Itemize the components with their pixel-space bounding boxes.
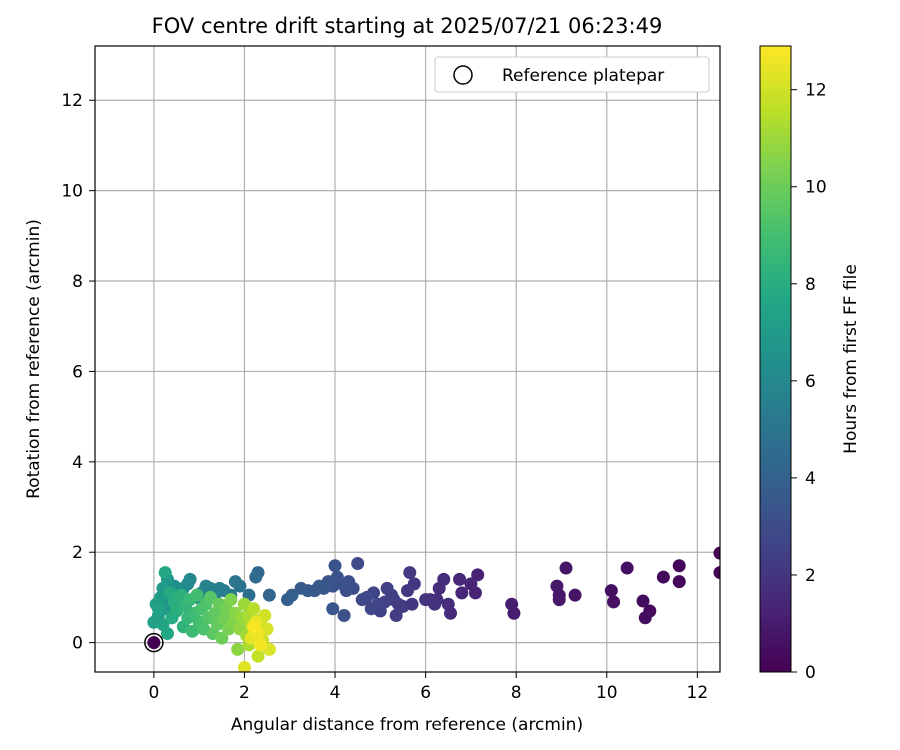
x-tick-label: 2 (239, 683, 250, 703)
data-point (237, 660, 251, 672)
y-tick-label: 8 (72, 272, 83, 292)
x-tick-label: 12 (687, 683, 709, 703)
data-point (464, 577, 478, 591)
colorbar-tick-label: 12 (805, 81, 827, 101)
data-point (389, 609, 403, 623)
colorbar-tick-label: 2 (805, 566, 816, 586)
data-point (328, 559, 342, 573)
data-point (355, 593, 369, 607)
data-point (224, 593, 238, 607)
data-point (249, 570, 263, 584)
data-point (294, 581, 308, 595)
data-point (247, 620, 261, 634)
data-point (190, 588, 204, 602)
colorbar-tick-label: 0 (805, 663, 816, 683)
plot-frame (94, 45, 721, 673)
data-point (638, 611, 652, 625)
x-tick-label: 10 (596, 683, 618, 703)
data-point (262, 588, 276, 602)
legend-entry-reference: Reference platepar (502, 66, 664, 86)
reference-marker (144, 632, 164, 653)
x-axis-ticks: 0 2 4 6 8 10 12 (148, 672, 708, 703)
data-point (441, 597, 455, 611)
y-tick-label: 4 (72, 453, 83, 473)
data-point (151, 602, 165, 616)
data-point (607, 595, 621, 609)
data-point (364, 602, 378, 616)
data-point (160, 627, 174, 641)
data-point (351, 557, 365, 571)
colorbar-tick-label: 6 (805, 372, 816, 392)
y-axis-ticks: 0 2 4 6 8 10 12 (61, 91, 95, 654)
x-tick-label: 0 (148, 683, 159, 703)
colorbar-tick-label: 10 (805, 178, 827, 198)
reference-point-fill (147, 636, 161, 650)
x-tick-label: 4 (330, 683, 341, 703)
colorbar-label: Hours from first FF file (841, 264, 861, 454)
x-tick-label: 8 (511, 683, 522, 703)
data-point (203, 590, 217, 604)
colorbar-tick-label: 4 (805, 469, 816, 489)
data-point (185, 624, 199, 638)
data-point (656, 570, 670, 584)
data-point (380, 581, 394, 595)
data-point (228, 575, 242, 589)
y-tick-label: 12 (61, 91, 83, 111)
data-point (251, 649, 265, 663)
colorbar-tick-label: 8 (805, 275, 816, 295)
data-point (253, 638, 267, 652)
colorbar: 0 2 4 6 8 10 12 Hours from first FF file (759, 45, 861, 683)
data-point (604, 584, 618, 598)
data-point (231, 642, 245, 656)
data-point (672, 559, 686, 573)
data-point (215, 631, 229, 645)
data-point (432, 581, 446, 595)
data-point (455, 586, 469, 600)
data-point (672, 575, 686, 589)
data-point (158, 566, 172, 580)
data-point (326, 602, 340, 616)
chart-title: FOV centre drift starting at 2025/07/21 … (152, 14, 663, 38)
data-points (147, 546, 720, 672)
data-point (419, 593, 433, 607)
data-point (505, 597, 519, 611)
data-point (471, 568, 485, 582)
legend-marker-icon (453, 65, 473, 85)
y-tick-label: 0 (72, 634, 83, 654)
data-point (713, 566, 720, 580)
data-point (552, 593, 566, 607)
legend-box (434, 56, 710, 93)
colorbar-gradient (759, 45, 792, 673)
data-point (550, 579, 564, 593)
x-tick-label: 6 (420, 683, 431, 703)
data-point (636, 594, 650, 608)
data-point (568, 588, 582, 602)
reference-point-ring (144, 632, 164, 653)
data-point (453, 572, 467, 586)
data-point (247, 602, 261, 616)
y-tick-label: 2 (72, 543, 83, 563)
data-point (280, 593, 294, 607)
y-tick-label: 6 (72, 362, 83, 382)
y-tick-label: 10 (61, 182, 83, 202)
y-axis-label: Rotation from reference (arcmin) (24, 219, 44, 499)
colorbar-ticks: 0 2 4 6 8 10 12 (791, 81, 827, 683)
data-point (403, 566, 417, 580)
data-point (559, 561, 573, 575)
data-point (401, 584, 414, 598)
data-point (713, 546, 720, 560)
data-point (337, 609, 351, 623)
grid-lines (95, 46, 720, 672)
data-point (620, 561, 634, 575)
data-point (258, 609, 272, 623)
legend: Reference platepar (434, 56, 710, 93)
x-axis-label: Angular distance from reference (arcmin) (231, 715, 583, 735)
